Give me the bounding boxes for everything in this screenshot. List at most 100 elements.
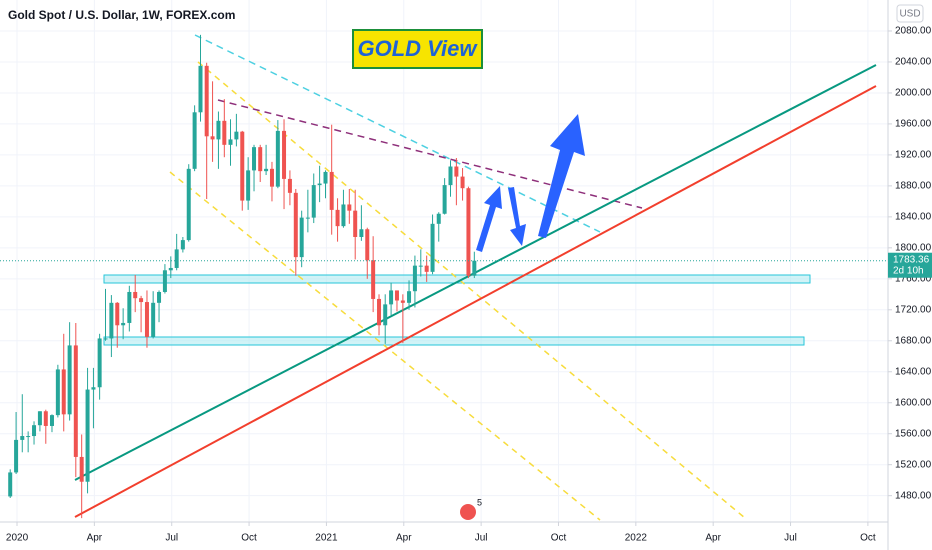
candle-body bbox=[234, 131, 239, 140]
candle-body bbox=[144, 302, 149, 337]
candle-body bbox=[222, 120, 227, 145]
y-tick-label: 1880.00 bbox=[895, 181, 932, 192]
candle-body bbox=[43, 411, 48, 426]
candle-body bbox=[383, 304, 388, 326]
candle-body bbox=[240, 131, 245, 201]
candle-body bbox=[37, 411, 42, 426]
channel-line bbox=[169, 171, 601, 521]
x-tick-label: Jul bbox=[784, 533, 797, 544]
candle-body bbox=[359, 229, 364, 237]
candle-body bbox=[448, 166, 453, 186]
candle-body bbox=[275, 130, 280, 187]
candle-body bbox=[252, 147, 257, 171]
y-tick-label: 2080.00 bbox=[895, 26, 932, 37]
x-tick-label: Jul bbox=[475, 533, 488, 544]
candle-body bbox=[377, 298, 382, 326]
annotation-text: GOLD View bbox=[358, 36, 479, 61]
badge-count: 5 bbox=[477, 497, 482, 507]
x-tick-label: Apr bbox=[87, 533, 103, 544]
arrow-down bbox=[508, 187, 526, 246]
candle-body bbox=[365, 229, 370, 261]
candle-body bbox=[133, 291, 138, 299]
candle-body bbox=[258, 147, 263, 172]
candle-body bbox=[180, 240, 185, 250]
candle-body bbox=[168, 267, 173, 271]
chart-title: Gold Spot / U.S. Dollar, 1W, FOREX.com bbox=[8, 8, 235, 22]
candle-body bbox=[418, 265, 423, 267]
candle-body bbox=[454, 166, 459, 177]
resistance-line bbox=[217, 99, 643, 209]
candle-body bbox=[299, 217, 304, 258]
y-tick-label: 1600.00 bbox=[895, 397, 932, 408]
candle-body bbox=[412, 265, 417, 292]
y-tick-label: 1720.00 bbox=[895, 304, 932, 315]
currency-box[interactable] bbox=[896, 4, 924, 23]
candle-body bbox=[371, 260, 376, 299]
y-tick-label: 1800.00 bbox=[895, 242, 932, 253]
candle-body bbox=[317, 183, 322, 186]
candle-body bbox=[20, 436, 25, 440]
last-price-box bbox=[888, 252, 932, 278]
x-tick-label: Apr bbox=[705, 533, 721, 544]
candle-body bbox=[216, 120, 221, 140]
y-tick-label: 1480.00 bbox=[895, 490, 932, 501]
y-tick-label: 1960.00 bbox=[895, 119, 932, 130]
candle-body bbox=[311, 185, 316, 218]
candle-body bbox=[91, 387, 96, 390]
candle-body bbox=[353, 210, 358, 237]
y-tick-label: 1640.00 bbox=[895, 366, 932, 377]
x-tick-label: Apr bbox=[396, 533, 412, 544]
candle-body bbox=[269, 168, 274, 187]
badge-icon bbox=[460, 504, 476, 520]
candle-body bbox=[115, 302, 120, 326]
candle-body bbox=[329, 171, 334, 210]
x-tick-label: Oct bbox=[551, 533, 567, 544]
candle-body bbox=[174, 249, 179, 268]
time-axis bbox=[0, 522, 888, 550]
annotation-box: GOLD View bbox=[352, 29, 483, 69]
candle-body bbox=[85, 389, 90, 482]
candle-body bbox=[305, 217, 310, 219]
resistance-line bbox=[194, 34, 601, 233]
candle-body bbox=[246, 170, 251, 201]
candle-body bbox=[127, 291, 132, 323]
candle-body bbox=[323, 171, 328, 184]
candle-body bbox=[466, 188, 471, 276]
candle-body bbox=[157, 291, 162, 303]
candle-body bbox=[186, 168, 191, 241]
candle-body bbox=[347, 204, 352, 211]
candle-body bbox=[407, 291, 412, 303]
arrow-up bbox=[538, 114, 585, 238]
candle-body bbox=[162, 270, 167, 292]
candle-body bbox=[79, 456, 84, 482]
candle-body bbox=[341, 204, 346, 227]
candle-body bbox=[210, 136, 215, 140]
y-tick-label: 1520.00 bbox=[895, 459, 932, 470]
candle-body bbox=[282, 130, 287, 179]
trend-line bbox=[74, 85, 877, 518]
candle-body bbox=[192, 112, 197, 169]
candle-body bbox=[49, 415, 54, 426]
candle-body bbox=[8, 472, 13, 497]
x-tick-label: 2022 bbox=[625, 533, 648, 544]
candle-body bbox=[73, 345, 78, 457]
last-price-label: 1783.36 bbox=[893, 254, 930, 265]
event-badge: 5 bbox=[460, 497, 482, 520]
x-tick-label: Oct bbox=[860, 533, 876, 544]
x-tick-label: 2021 bbox=[315, 533, 338, 544]
y-tick-label: 1840.00 bbox=[895, 211, 932, 222]
candle-body bbox=[400, 300, 405, 303]
candle-body bbox=[472, 260, 477, 276]
currency[interactable]: USD bbox=[899, 9, 920, 20]
candle-body bbox=[335, 209, 340, 227]
candle-body bbox=[121, 322, 126, 326]
candle-body bbox=[460, 176, 465, 189]
candle-body bbox=[55, 369, 60, 416]
arrow-up bbox=[476, 186, 502, 252]
candle-body bbox=[151, 302, 156, 337]
candle-body bbox=[424, 265, 429, 272]
candle-body bbox=[204, 65, 209, 137]
candle-body bbox=[442, 185, 447, 214]
y-tick-label: 1760.00 bbox=[895, 273, 932, 284]
candle-body bbox=[26, 436, 31, 438]
